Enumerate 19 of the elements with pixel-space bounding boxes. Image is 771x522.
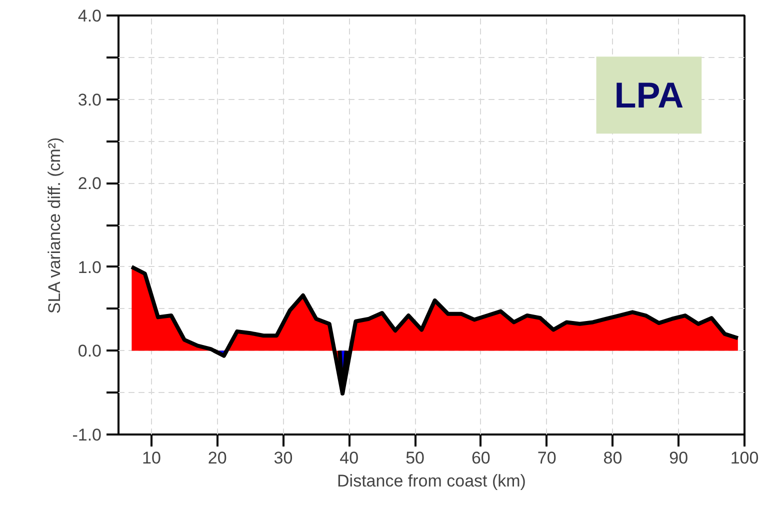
annotation: LPA [614, 74, 684, 116]
x-tick-label: 50 [406, 448, 424, 468]
x-tick-label: 10 [142, 448, 161, 468]
y-tick-label: 2.0 [78, 174, 102, 194]
x-tick-label: 90 [669, 448, 688, 468]
x-tick-label: 70 [537, 448, 556, 468]
y-tick-label: 0.0 [78, 342, 102, 361]
x-tick-label: 20 [208, 448, 227, 468]
y-tick-label: -1.0 [72, 426, 102, 444]
x-tick-label: 100 [730, 448, 759, 468]
x-tick-label: 30 [274, 448, 293, 468]
x-tick-label: 60 [471, 448, 490, 468]
x-tick-label: 40 [340, 448, 359, 468]
y-tick-label: 4.0 [78, 6, 102, 26]
x-tick-label: 80 [603, 448, 622, 468]
y-tick-label: 1.0 [78, 258, 102, 277]
x-axis-title: Distance from coast (km) [337, 472, 526, 490]
y-tick-label: 3.0 [78, 90, 102, 110]
y-axis-title: SLA variance diff. (cm²) [45, 137, 64, 314]
